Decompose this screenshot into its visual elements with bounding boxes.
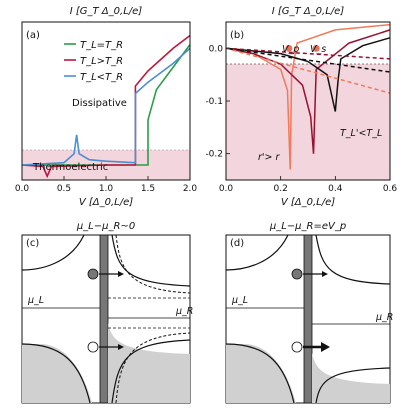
x-tick-label: 1.5 bbox=[141, 184, 155, 194]
thermoelectric-region bbox=[226, 64, 390, 180]
left-dos-upper bbox=[225, 234, 289, 271]
series-line-equal bbox=[22, 44, 191, 166]
x-tick-label: 0.0 bbox=[15, 184, 30, 194]
x-tick-label: 0.6 bbox=[383, 184, 398, 194]
panel-c: μ_L−μ_R~0 (c) μ_L μ_R bbox=[21, 221, 193, 404]
left-dos-lower bbox=[225, 343, 295, 404]
x-axis-label: V [Δ_0,L/e] bbox=[79, 197, 133, 208]
left-filled-states bbox=[226, 344, 296, 403]
series-line bbox=[225, 29, 391, 154]
arrow-head-icon bbox=[118, 344, 124, 350]
panel-label: (d) bbox=[230, 238, 244, 249]
arrow-head-icon bbox=[118, 271, 124, 277]
hole-icon bbox=[87, 341, 99, 353]
x-ticks: 0.0 0.5 1.0 1.5 2.0 bbox=[15, 176, 198, 194]
right-filled-states bbox=[108, 323, 190, 403]
mu-l-label: μ_L bbox=[231, 295, 248, 306]
right-filled-states bbox=[312, 353, 390, 403]
mu-r-label: μ_R bbox=[175, 306, 193, 317]
panel-d: μ_L−μ_R=eV_p (d) μ_L μ_R bbox=[225, 221, 393, 404]
region-label-dissipative: Dissipative bbox=[72, 98, 127, 109]
series-group bbox=[225, 23, 391, 170]
x-axis-label: V [Δ_0,L/e] bbox=[281, 197, 335, 208]
x-tick-label: 1.0 bbox=[99, 184, 114, 194]
x-tick-label: 0.0 bbox=[219, 184, 234, 194]
left-dos-lower bbox=[21, 343, 91, 404]
legend-label-equal: T_L=T_R bbox=[80, 40, 123, 51]
top-axis-label: I [G_T Δ_0,L/e] bbox=[70, 6, 143, 17]
annotation-temperature: T_L'<T_L bbox=[340, 128, 382, 139]
legend-label-colder: T_L<T_R bbox=[80, 72, 123, 83]
region-label-thermoelectric: Thermoelectric bbox=[32, 162, 108, 173]
series-line-colder bbox=[21, 47, 191, 166]
panel-b: 0.0 0.2 0.4 0.6 0.0 -0.1 -0.2 (b) I [G_T Δ_0,L… bbox=[205, 6, 397, 208]
electron-icon bbox=[87, 268, 99, 280]
mu-l-label: μ_L bbox=[27, 295, 44, 306]
panel-title: μ_L−μ_R=eV_p bbox=[269, 221, 346, 232]
tunnel-barrier bbox=[303, 234, 313, 404]
x-tick-label: 0.2 bbox=[274, 184, 288, 194]
series-line bbox=[225, 47, 391, 94]
x-tick-label: 0.4 bbox=[328, 184, 343, 194]
panel-label: (c) bbox=[26, 238, 39, 249]
panel-a: 0.0 0.5 1.0 1.5 2.0 (a) I [G_T Δ_0,L/e] T_L=… bbox=[15, 6, 198, 208]
annotation-vp: V_p bbox=[282, 44, 299, 55]
right-dos-lower bbox=[315, 367, 391, 404]
series-line-hotter bbox=[21, 34, 191, 179]
left-dos-upper bbox=[21, 234, 85, 271]
top-axis-label: I [G_T Δ_0,L/e] bbox=[272, 6, 345, 17]
arrow-head-icon bbox=[322, 271, 328, 277]
right-dos-upper bbox=[315, 234, 391, 285]
hole-icon bbox=[291, 341, 303, 353]
mu-r-label: μ_R bbox=[375, 312, 393, 323]
ticks: 0.0 0.2 0.4 0.6 0.0 -0.1 -0.2 bbox=[205, 44, 397, 194]
x-tick-label: 0.5 bbox=[57, 184, 71, 194]
right-dos-lower bbox=[111, 339, 191, 404]
panel-label: (b) bbox=[230, 30, 244, 41]
panel-label: (a) bbox=[26, 30, 40, 41]
legend-label-hotter: T_L>T_R bbox=[80, 56, 123, 67]
series-line bbox=[225, 47, 391, 60]
series-line bbox=[225, 37, 391, 112]
left-filled-states bbox=[22, 344, 92, 403]
x-tick-label: 2.0 bbox=[183, 184, 198, 194]
annotation-ratio: r'> r bbox=[258, 152, 280, 163]
electron-icon bbox=[291, 268, 303, 280]
arrow-head-icon bbox=[321, 342, 330, 352]
right-dos-upper-dashed bbox=[115, 234, 191, 294]
y-tick-label: 0.0 bbox=[209, 44, 224, 54]
annotation-vs: V_s bbox=[310, 44, 326, 55]
marker-vs bbox=[312, 44, 320, 52]
panel-title: μ_L−μ_R~0 bbox=[76, 221, 135, 232]
y-tick-label: -0.2 bbox=[205, 150, 223, 160]
tunnel-barrier bbox=[99, 234, 109, 404]
right-dos-upper bbox=[111, 234, 191, 287]
marker-vp bbox=[285, 44, 293, 52]
y-tick-label: -0.1 bbox=[205, 97, 223, 107]
